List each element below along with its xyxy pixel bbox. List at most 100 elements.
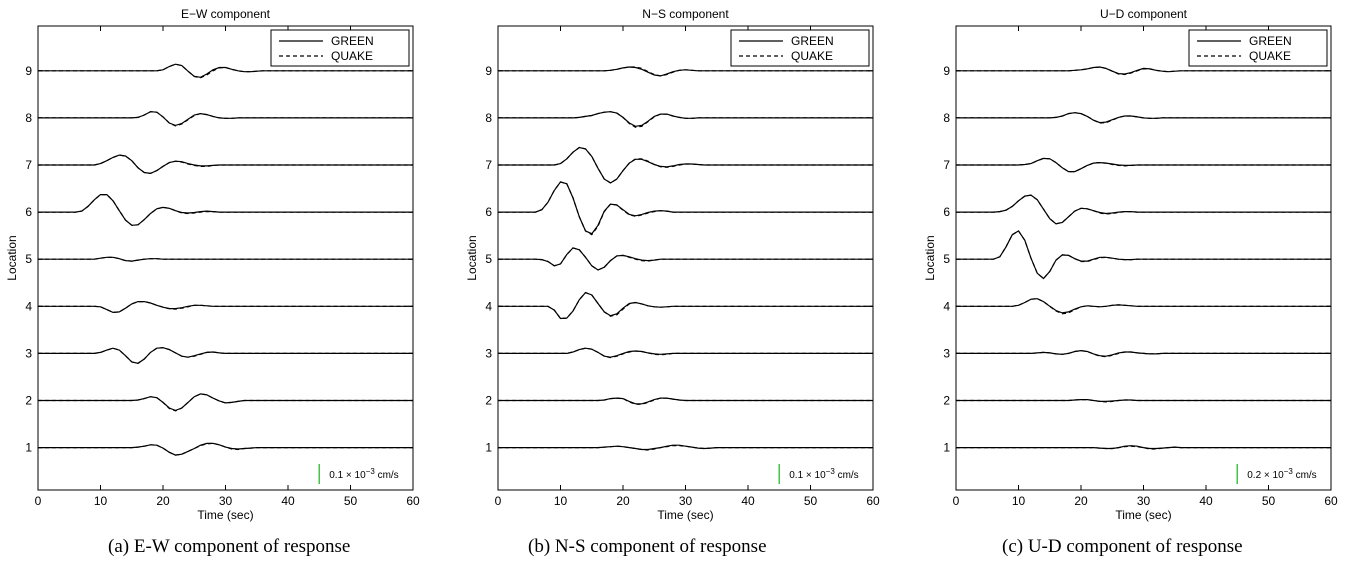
x-tick-label: 60 — [866, 494, 880, 508]
trace-quake-location-7 — [38, 154, 413, 175]
legend-box — [1188, 29, 1328, 67]
trace-quake-location-3 — [38, 347, 413, 364]
trace-quake-location-2 — [498, 397, 873, 405]
y-axis-label: Location — [465, 235, 479, 280]
x-tick-label: 50 — [1262, 494, 1276, 508]
trace-quake-location-5 — [956, 230, 1331, 280]
trace-quake-location-4 — [38, 301, 413, 314]
trace-green-location-4 — [498, 291, 873, 320]
trace-quake-location-8 — [38, 111, 413, 127]
plot-frame — [497, 25, 874, 491]
trace-green-location-1 — [498, 444, 873, 451]
x-tick-label: 40 — [281, 494, 295, 508]
trace-quake-location-3 — [956, 349, 1331, 358]
y-tick-label: 4 — [25, 299, 32, 313]
x-tick-label: 30 — [219, 494, 233, 508]
caption-ns: (b) N-S component of response — [528, 536, 767, 557]
y-tick-label: 3 — [943, 346, 950, 360]
chart-panel-2: U−D component 0 10 20 30 40 50 60 Time (sec) 1 2 3 4… — [923, 7, 1338, 522]
chart-panel-1: N−S component 0 10 20 30 40 50 60 Time (sec) 1 2 3 4… — [465, 7, 880, 522]
trace-green-location-2 — [956, 399, 1331, 402]
y-tick-label: 9 — [485, 64, 492, 78]
y-tick-label: 2 — [943, 393, 950, 407]
legend-label-green: GREEN — [331, 34, 374, 48]
caption-ew: (a) E-W component of response — [108, 536, 351, 557]
trace-green-location-3 — [38, 347, 413, 364]
y-tick-label: 7 — [485, 158, 492, 172]
x-tick-label: 10 — [554, 494, 568, 508]
trace-quake-location-3 — [498, 347, 873, 359]
y-tick-label: 6 — [943, 205, 950, 219]
x-tick-label: 10 — [94, 494, 108, 508]
y-tick-label: 9 — [943, 64, 950, 78]
x-tick-label: 0 — [495, 494, 502, 508]
trace-quake-location-7 — [498, 146, 873, 184]
trace-green-location-1 — [956, 445, 1331, 450]
y-tick-label: 7 — [25, 158, 32, 172]
y-tick-label: 4 — [485, 299, 492, 313]
trace-green-location-5 — [956, 230, 1331, 280]
x-axis-label: Time (sec) — [657, 508, 713, 522]
legend-label-quake: QUAKE — [331, 49, 373, 63]
trace-green-location-1 — [38, 442, 413, 456]
trace-quake-location-8 — [498, 111, 873, 128]
x-tick-label: 40 — [1199, 494, 1213, 508]
x-axis-label: Time (sec) — [197, 508, 253, 522]
trace-quake-location-4 — [498, 291, 873, 320]
chart-panel-0: E−W component 0 10 20 30 40 50 60 Time (sec) 1 2 3 4… — [5, 7, 420, 522]
legend-label-green: GREEN — [791, 34, 834, 48]
scale-bar-label: 0.1 × 10−3 cm/s — [329, 467, 398, 481]
x-tick-label: 20 — [616, 494, 630, 508]
x-tick-label: 60 — [1324, 494, 1338, 508]
x-tick-label: 0 — [953, 494, 960, 508]
x-tick-label: 30 — [679, 494, 693, 508]
x-tick-label: 60 — [406, 494, 420, 508]
trace-green-location-7 — [38, 154, 413, 175]
legend-label-green: GREEN — [1249, 34, 1292, 48]
plot-frame — [37, 25, 414, 491]
x-tick-label: 50 — [804, 494, 818, 508]
x-tick-label: 20 — [156, 494, 170, 508]
legend-label-quake: QUAKE — [791, 49, 833, 63]
trace-green-location-6 — [38, 194, 413, 226]
x-axis-label: Time (sec) — [1115, 508, 1171, 522]
trace-green-location-9 — [38, 63, 413, 78]
x-tick-label: 10 — [1012, 494, 1026, 508]
trace-green-location-6 — [498, 181, 873, 235]
y-tick-label: 4 — [943, 299, 950, 313]
trace-green-location-6 — [956, 194, 1331, 225]
legend-box — [730, 29, 870, 67]
trace-quake-location-2 — [38, 393, 413, 412]
trace-green-location-5 — [38, 256, 413, 262]
legend-label-quake: QUAKE — [1249, 49, 1291, 63]
legend-box — [270, 29, 410, 67]
y-tick-label: 6 — [485, 205, 492, 219]
trace-quake-location-6 — [956, 194, 1331, 225]
scale-bar-label: 0.1 × 10−3 cm/s — [789, 467, 858, 481]
scale-bar-label: 0.2 × 10−3 cm/s — [1247, 467, 1316, 481]
y-tick-label: 2 — [25, 393, 32, 407]
trace-quake-location-9 — [498, 66, 873, 77]
x-tick-label: 40 — [741, 494, 755, 508]
trace-quake-location-9 — [956, 66, 1331, 76]
y-tick-label: 1 — [485, 441, 492, 455]
y-tick-label: 5 — [943, 252, 950, 266]
y-axis-label: Location — [923, 235, 937, 280]
y-tick-label: 5 — [25, 252, 32, 266]
x-tick-label: 30 — [1137, 494, 1151, 508]
y-tick-label: 8 — [25, 111, 32, 125]
trace-quake-location-8 — [956, 112, 1331, 124]
chart-title: N−S component — [642, 7, 729, 21]
chart-title: U−D component — [1100, 7, 1188, 21]
trace-quake-location-6 — [498, 181, 873, 236]
caption-ud: (c) U-D component of response — [1002, 536, 1243, 557]
plot-frame — [955, 25, 1332, 491]
y-tick-label: 3 — [25, 346, 32, 360]
trace-green-location-8 — [498, 111, 873, 127]
y-tick-label: 2 — [485, 393, 492, 407]
trace-quake-location-5 — [498, 247, 873, 271]
